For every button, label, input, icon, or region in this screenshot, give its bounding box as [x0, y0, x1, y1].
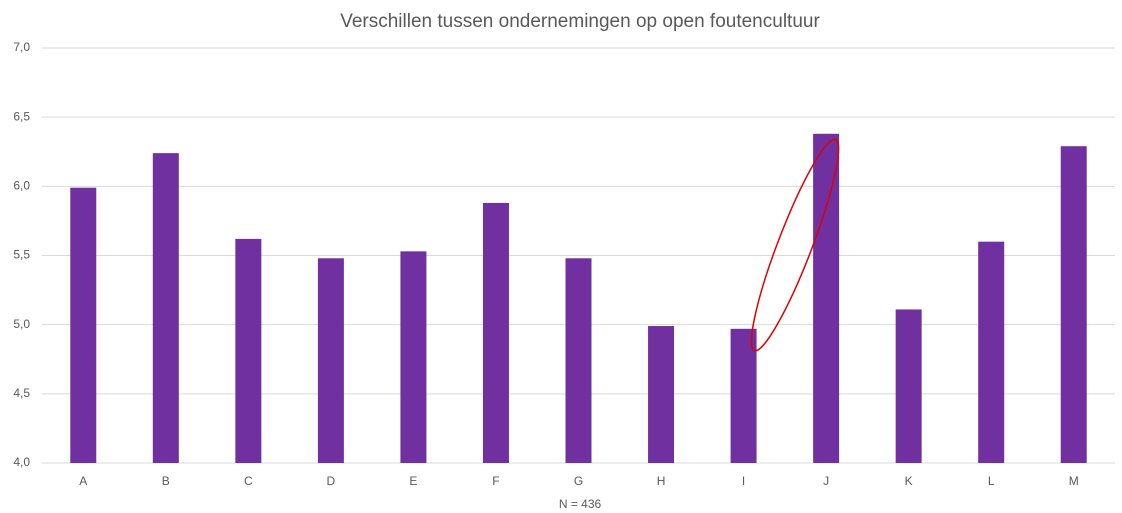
x-tick-label: C — [244, 474, 253, 488]
bar — [813, 133, 840, 463]
bar — [895, 309, 922, 463]
x-tick-label: M — [1069, 474, 1079, 488]
y-tick-label: 6,5 — [13, 109, 30, 123]
x-tick-label: J — [823, 474, 829, 488]
x-axis-label: N = 436 — [559, 497, 602, 511]
bar — [482, 202, 509, 463]
bar — [235, 238, 262, 463]
x-tick-label: B — [162, 474, 170, 488]
bar — [152, 153, 179, 463]
bar — [70, 187, 97, 463]
chart-title: Verschillen tussen ondernemingen op open… — [340, 11, 820, 32]
x-tick-label: I — [742, 474, 745, 488]
y-tick-label: 5,0 — [13, 317, 30, 331]
x-tick-label: F — [492, 474, 499, 488]
x-tick-label: E — [409, 474, 417, 488]
y-tick-label: 4,0 — [13, 455, 30, 469]
bar — [1060, 146, 1087, 463]
x-tick-label: L — [988, 474, 995, 488]
y-tick-label: 4,5 — [13, 386, 30, 400]
bar — [730, 328, 757, 463]
x-tick-label: D — [327, 474, 336, 488]
bar — [648, 326, 675, 463]
x-tick-label: H — [657, 474, 666, 488]
bar — [400, 251, 427, 463]
y-tick-label: 6,0 — [13, 179, 30, 193]
x-tick-label: A — [79, 474, 87, 488]
highlight-ellipse — [750, 138, 840, 352]
x-tick-label: G — [574, 474, 583, 488]
bar — [317, 258, 344, 463]
x-tick-label: K — [905, 474, 913, 488]
bar — [565, 258, 592, 463]
y-tick-label: 5,5 — [13, 248, 30, 262]
y-tick-label: 7,0 — [13, 40, 30, 54]
plot-area: 4,0 4,5 5,0 5,5 6,0 6,5 7,0 A B C D E F G H I J K L M — [13, 40, 1115, 488]
bar — [978, 241, 1005, 463]
